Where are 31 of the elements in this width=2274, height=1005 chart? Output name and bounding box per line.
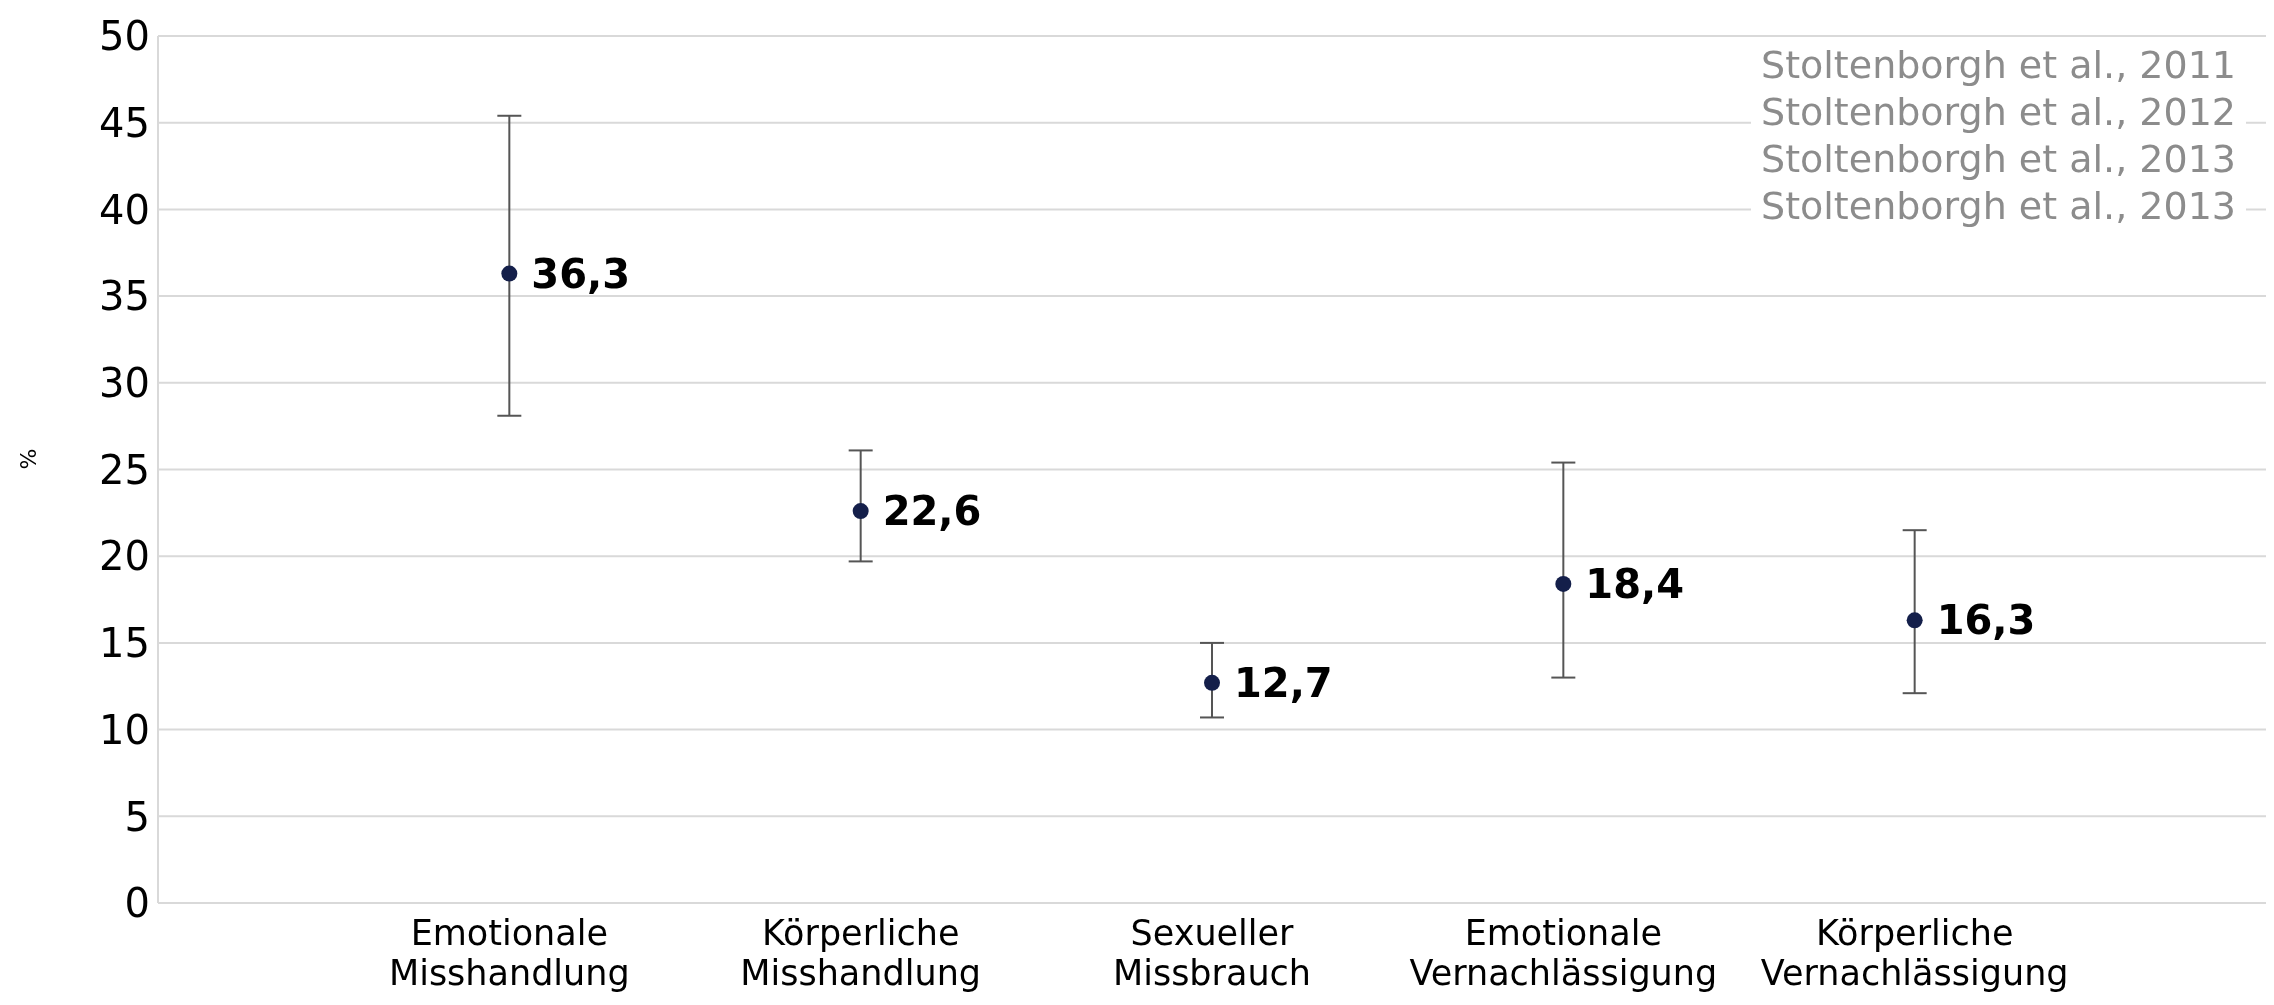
y-tick-label: 45 (99, 99, 150, 146)
y-tick-label: 40 (99, 186, 150, 233)
y-tick-label: 0 (124, 880, 150, 927)
y-tick-label: 30 (99, 360, 150, 406)
annotation: Stoltenborgh et al., 2013 (1761, 183, 2236, 230)
point (1906, 612, 1923, 629)
point (852, 503, 869, 520)
y-tick-label: 50 (99, 13, 150, 60)
data-label: 16,3 (1936, 597, 2036, 644)
annotation: Stoltenborgh et al., 2011 (1761, 42, 2236, 89)
x-tick-label: Emotionale Misshandlung (388, 913, 630, 993)
point (1204, 674, 1220, 691)
y-tick-label: 10 (99, 706, 150, 753)
data-label: 18,4 (1585, 560, 1685, 607)
y-tick-label: 25 (99, 446, 150, 493)
point (1555, 575, 1572, 592)
y-tick-label: 35 (99, 273, 150, 320)
data-label: 36,3 (531, 250, 631, 297)
annotation: Stoltenborgh et al., 2012 (1761, 89, 2236, 136)
y-tick-label: 5 (124, 793, 150, 840)
x-tick-label: Körperliche Vernachlässigung (1760, 913, 2069, 993)
x-tick-label: Körperliche Misshandlung (740, 913, 982, 993)
data-label: 22,6 (882, 488, 982, 535)
data-label: 12,7 (1234, 659, 1333, 706)
point (501, 265, 518, 282)
x-tick-label: Emotionale Vernachlässigung (1409, 913, 1718, 993)
y-tick-label: 20 (99, 533, 150, 580)
y-tick-label: 15 (99, 620, 150, 667)
x-tick-label: Sexueller Missbrauch (1112, 913, 1312, 993)
annotation: Stoltenborgh et al., 2013 (1761, 136, 2236, 183)
y-axis-title: % (15, 448, 41, 470)
